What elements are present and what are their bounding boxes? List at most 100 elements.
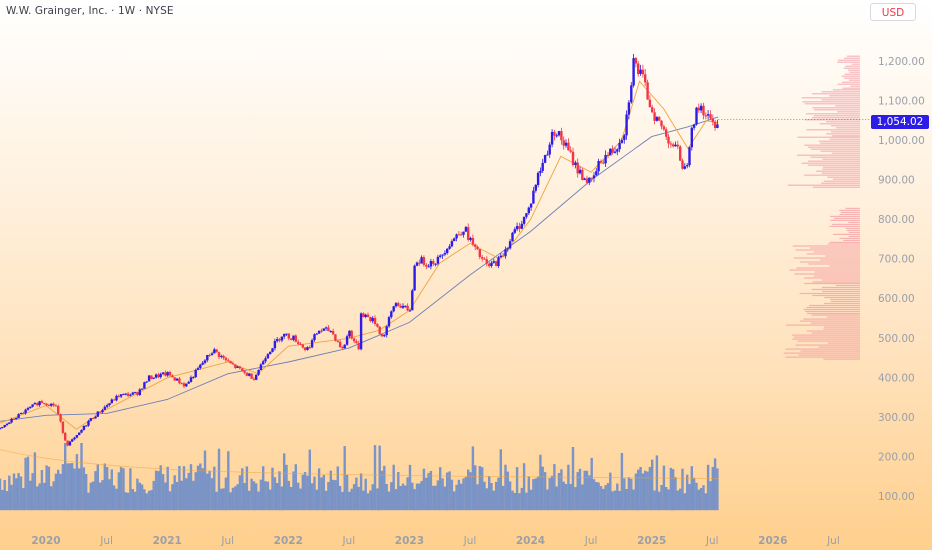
volume-bar: [453, 491, 456, 511]
candle-body: [317, 330, 321, 334]
candle-body: [64, 432, 67, 441]
volume-bar: [173, 475, 176, 511]
volume-bar: [220, 488, 223, 511]
volume-bar: [308, 449, 311, 511]
candle-body: [266, 354, 270, 359]
candle-body: [539, 170, 542, 173]
volume-profile-row: [810, 156, 860, 158]
candle-body: [208, 355, 211, 356]
volume-bar: [112, 485, 116, 511]
volume-bar: [78, 468, 81, 511]
volume-bar: [129, 468, 132, 511]
y-axis-tick-label: 900.00: [878, 175, 915, 187]
candle-body: [171, 375, 174, 378]
volume-profile-row: [822, 158, 860, 160]
volume-bar: [483, 481, 486, 511]
candle-body: [644, 74, 647, 83]
volume-bar: [481, 467, 484, 511]
volume-bar: [192, 480, 195, 511]
volume-bar: [196, 465, 200, 511]
candle-body: [522, 216, 526, 224]
candle-body: [336, 340, 339, 342]
candle-body: [106, 405, 109, 407]
volume-bar: [613, 490, 617, 511]
volume-bar: [110, 469, 113, 511]
candle-body: [138, 389, 141, 395]
candle-body: [543, 155, 547, 163]
volume-profile-row: [792, 245, 860, 247]
candle-body: [485, 259, 488, 264]
y-axis-tick-label: 300.00: [878, 412, 915, 424]
candle-body: [355, 341, 358, 343]
candle-body: [94, 416, 97, 419]
volume-profile-row: [832, 89, 860, 91]
candle-body: [420, 257, 423, 264]
candle-body: [546, 154, 549, 156]
volume-profile-row: [798, 354, 860, 356]
volume-bar: [704, 493, 707, 511]
volume-profile-row: [801, 162, 860, 164]
candle-body: [679, 146, 682, 161]
candle-body: [220, 355, 223, 357]
volume-profile-row: [846, 229, 860, 231]
candle-body: [262, 361, 265, 365]
candle-body: [457, 234, 461, 236]
volume-profile-row: [832, 178, 860, 180]
candle-body: [40, 401, 44, 404]
y-axis-tick-label: 800.00: [878, 214, 915, 226]
candle-body: [383, 335, 386, 337]
volume-bar: [75, 454, 79, 511]
volume-bar: [236, 484, 239, 511]
volume-profile-row: [799, 292, 860, 295]
volume-bar: [560, 469, 563, 511]
candle-body: [338, 341, 342, 347]
volume-bar: [140, 484, 144, 511]
volume-bar: [47, 466, 51, 511]
volume-profile-row: [820, 142, 860, 144]
volume-bar: [99, 482, 102, 511]
candle-body: [448, 246, 451, 249]
candle-body: [250, 373, 253, 379]
candle-body: [285, 333, 288, 335]
candle-body: [529, 203, 533, 208]
candle-body: [683, 166, 686, 169]
candle-body: [26, 408, 30, 410]
candle-body: [215, 349, 218, 353]
volume-bar: [301, 474, 304, 511]
volume-bar: [681, 468, 684, 511]
volume-bar: [562, 481, 565, 511]
volume-bar: [310, 483, 314, 511]
volume-profile-row: [822, 286, 860, 289]
volume-bar: [709, 481, 712, 511]
candle-body: [331, 331, 335, 335]
volume-profile-row: [851, 63, 860, 65]
volume-profile-row: [829, 138, 860, 140]
candle-body: [709, 114, 712, 119]
candle-body: [348, 330, 351, 337]
volume-bar: [327, 482, 330, 511]
x-axis-tick-label: 2022: [274, 535, 303, 547]
candle-body: [432, 261, 435, 264]
volume-bar: [64, 443, 67, 511]
y-axis-tick-label: 200.00: [878, 451, 915, 463]
volume-bar: [292, 471, 295, 511]
volume-bar: [536, 476, 540, 511]
candle-body: [45, 403, 48, 406]
volume-bar: [497, 477, 500, 511]
candle-body: [585, 178, 589, 183]
candle-body: [152, 377, 155, 379]
candle-body: [299, 343, 302, 345]
volume-profile-row: [838, 59, 860, 61]
volume-bar: [683, 493, 686, 511]
candle-body: [436, 256, 440, 264]
volume-profile-row: [821, 279, 860, 281]
volume-profile-row: [827, 176, 860, 178]
volume-profile-row: [806, 129, 860, 131]
volume-bar: [583, 470, 586, 511]
candle-body: [290, 338, 293, 340]
volume-bar: [380, 470, 384, 511]
volume-bar: [66, 463, 69, 511]
volume-bar: [257, 491, 260, 511]
currency-button[interactable]: USD: [870, 3, 916, 21]
